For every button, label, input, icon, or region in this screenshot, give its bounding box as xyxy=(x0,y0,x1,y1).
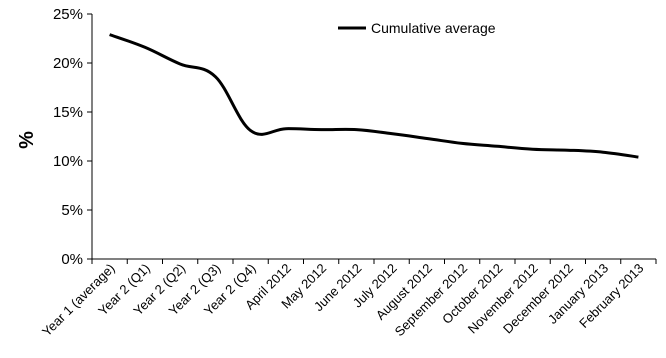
legend-label: Cumulative average xyxy=(371,20,496,36)
y-tick-label: 20% xyxy=(53,55,83,72)
y-tick-label: 0% xyxy=(61,251,83,268)
y-axis-label: % xyxy=(16,131,38,149)
y-tick-label: 5% xyxy=(61,202,83,219)
y-tick-label: 10% xyxy=(53,153,83,170)
legend: Cumulative average xyxy=(338,20,496,36)
x-tick-label: February 2013 xyxy=(576,261,646,331)
y-tick-label: 15% xyxy=(53,104,83,121)
y-tick-label: 25% xyxy=(53,6,83,23)
series-line-cumulative-average xyxy=(109,33,639,159)
